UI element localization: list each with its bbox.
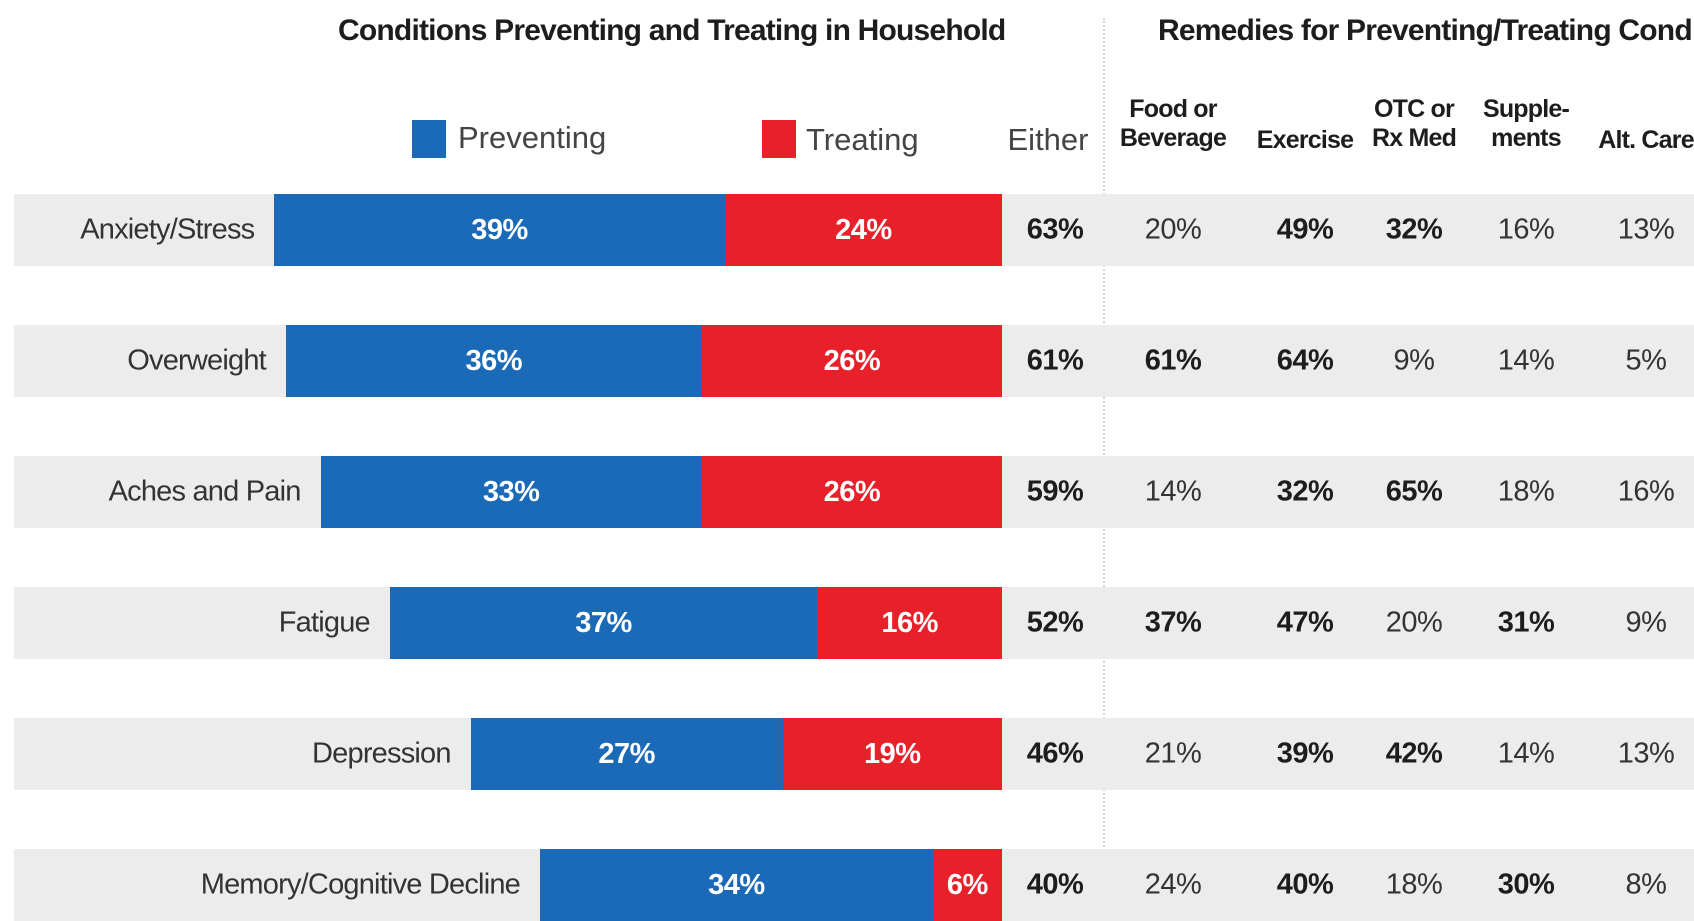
remedy-cell: 20% — [1144, 213, 1202, 246]
bar-treating: 19% — [782, 718, 1002, 790]
bar-treating: 16% — [817, 587, 1002, 659]
legend-swatch-preventing — [412, 120, 446, 158]
remedy-cell: 20% — [1385, 606, 1443, 639]
bar-preventing: 36% — [285, 325, 702, 397]
remedy-header-2: OTC or Rx Med — [1371, 95, 1457, 153]
remedy-cell: 14% — [1497, 737, 1555, 770]
bar-preventing: 34% — [540, 849, 933, 921]
legend-label-preventing: Preventing — [458, 120, 607, 155]
row-label: Overweight — [127, 344, 266, 377]
bar-preventing: 33% — [320, 456, 702, 528]
remedy-cell: 37% — [1144, 606, 1202, 639]
remedy-cell: 31% — [1497, 606, 1555, 639]
remedy-cell: 30% — [1497, 868, 1555, 901]
remedy-cell: 18% — [1497, 475, 1555, 508]
remedy-cell: 9% — [1625, 606, 1667, 639]
remedy-header-line: Food or — [1129, 95, 1217, 123]
bar-preventing: 27% — [470, 718, 783, 790]
remedy-cell: 8% — [1625, 868, 1667, 901]
remedy-header-line: Beverage — [1119, 124, 1227, 152]
remedy-cell: 64% — [1276, 344, 1334, 377]
either-value: 52% — [1026, 606, 1084, 639]
remedy-header-1: Exercise — [1256, 126, 1354, 155]
remedy-cell: 13% — [1617, 213, 1675, 246]
bar-treating: 6% — [932, 849, 1002, 921]
remedy-header-4: Alt. Care — [1598, 126, 1694, 155]
either-value: 59% — [1026, 475, 1084, 508]
remedy-cell: 32% — [1276, 475, 1334, 508]
remedy-cell: 65% — [1385, 475, 1443, 508]
bar-treating: 24% — [724, 194, 1002, 266]
remedy-header-3: Supple-ments — [1482, 95, 1570, 153]
remedy-cell: 16% — [1617, 475, 1675, 508]
row-label: Aches and Pain — [108, 475, 302, 508]
remedy-cell: 49% — [1276, 213, 1334, 246]
remedy-header-line: Supple- — [1482, 95, 1570, 123]
remedy-cell: 40% — [1276, 868, 1334, 901]
remedy-cell: 47% — [1276, 606, 1334, 639]
remedy-cell: 18% — [1385, 868, 1443, 901]
bar-treating: 26% — [701, 456, 1002, 528]
row-label: Depression — [312, 737, 451, 770]
either-value: 63% — [1026, 213, 1084, 246]
legend-swatch-treating — [762, 120, 796, 158]
either-value: 40% — [1026, 868, 1084, 901]
bar-preventing: 39% — [274, 194, 725, 266]
remedy-cell: 24% — [1144, 868, 1202, 901]
either-value: 46% — [1026, 737, 1084, 770]
chart-title: Conditions Preventing and Treating in Ho… — [338, 14, 1006, 47]
remedy-cell: 21% — [1144, 737, 1202, 770]
remedies-title: Remedies for Preventing/Treating Conditi… — [1158, 14, 1694, 47]
bar-preventing: 37% — [389, 587, 818, 659]
remedy-cell: 39% — [1276, 737, 1334, 770]
remedy-header-line: OTC or — [1374, 95, 1455, 123]
bar-treating: 26% — [701, 325, 1002, 397]
remedy-cell: 61% — [1144, 344, 1202, 377]
either-header: Either — [1007, 122, 1089, 157]
row-label: Memory/Cognitive Decline — [200, 868, 521, 901]
remedy-cell: 14% — [1497, 344, 1555, 377]
remedy-cell: 5% — [1625, 344, 1667, 377]
remedy-header-line: Exercise — [1256, 126, 1354, 154]
remedy-cell: 13% — [1617, 737, 1675, 770]
row-label: Anxiety/Stress — [80, 213, 255, 246]
remedy-header-line: ments — [1491, 124, 1561, 152]
remedy-header-0: Food or Beverage — [1119, 95, 1227, 153]
row-label: Fatigue — [278, 606, 371, 639]
remedy-cell: 16% — [1497, 213, 1555, 246]
remedy-header-line: Alt. Care — [1598, 126, 1694, 154]
remedy-cell: 42% — [1385, 737, 1443, 770]
remedy-header-line: Rx Med — [1371, 124, 1457, 152]
remedy-cell: 32% — [1385, 213, 1443, 246]
legend-label-treating: Treating — [806, 122, 919, 157]
remedy-cell: 9% — [1393, 344, 1435, 377]
remedy-cell: 14% — [1144, 475, 1202, 508]
either-value: 61% — [1026, 344, 1084, 377]
